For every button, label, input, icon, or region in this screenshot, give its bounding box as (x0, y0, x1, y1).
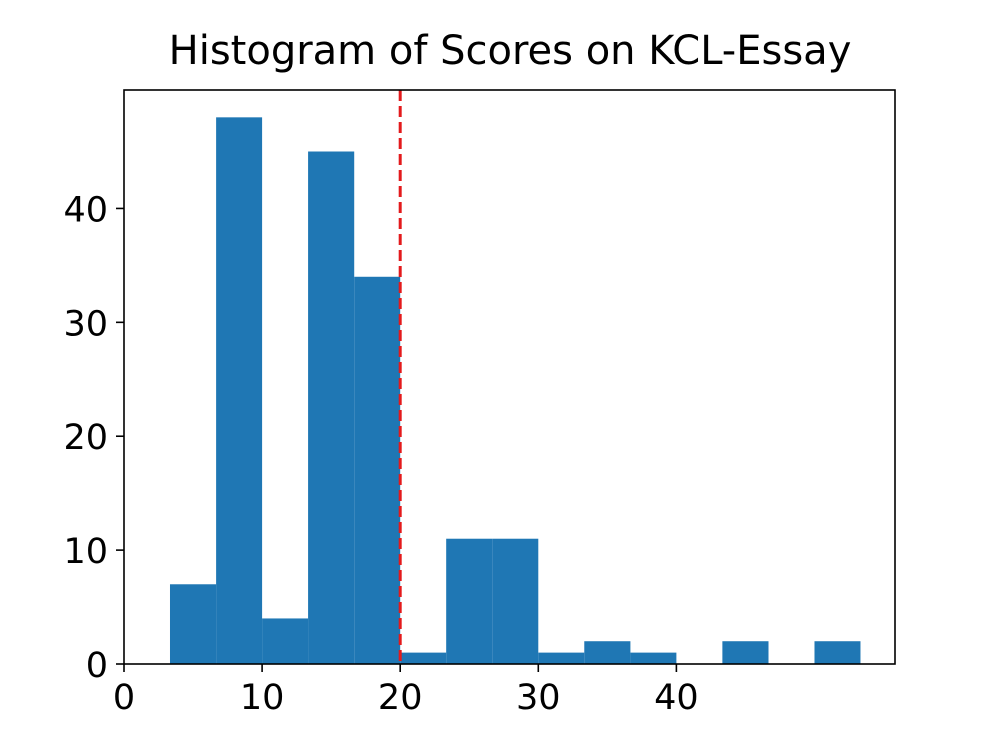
chart-title: Histogram of Scores on KCL-Essay (169, 28, 852, 74)
bar (538, 652, 585, 664)
y-tick-label: 40 (63, 190, 108, 230)
bar (262, 618, 309, 664)
x-tick-label: 10 (240, 678, 285, 718)
bar (446, 538, 493, 664)
bar (169, 584, 217, 664)
y-tick-label: 0 (86, 646, 108, 686)
bar (354, 276, 401, 664)
x-tick-label: 20 (378, 678, 423, 718)
x-tick-label: 30 (516, 678, 561, 718)
bar (216, 117, 263, 665)
bar (630, 652, 677, 664)
bar (400, 652, 447, 664)
bar (814, 641, 861, 664)
bar (308, 151, 355, 664)
y-tick-label: 20 (63, 418, 108, 458)
plot-frame (123, 89, 896, 665)
x-tick-label: 40 (654, 678, 699, 718)
y-tick-label: 10 (63, 532, 108, 572)
x-tick-label: 0 (113, 678, 135, 718)
bar (584, 641, 631, 664)
bar (722, 641, 769, 664)
bar (492, 538, 539, 664)
y-tick-label: 30 (63, 304, 108, 344)
